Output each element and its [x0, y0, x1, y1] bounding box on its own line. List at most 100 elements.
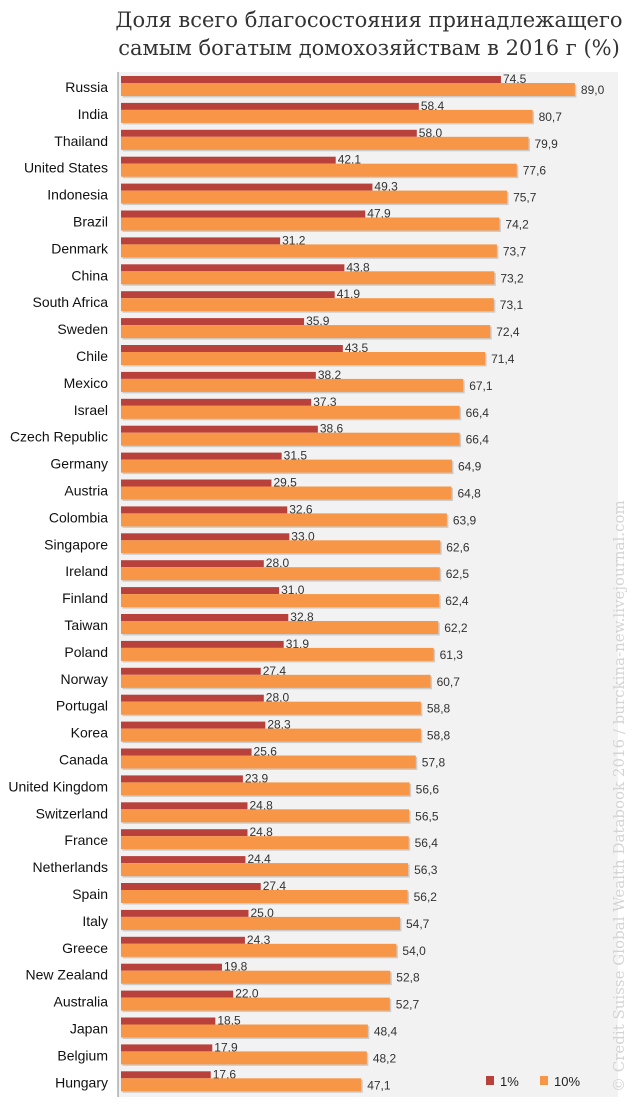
- value-label-top-1pct: 24,3: [247, 933, 271, 947]
- watermark-text: © Credit Suisse Global Wealth Databook 2…: [610, 500, 628, 1092]
- bar-top-1pct: [121, 909, 249, 917]
- bar-top-10pct: [121, 890, 408, 903]
- category-label: United States: [24, 160, 108, 176]
- value-label-top-10pct: 57,8: [422, 756, 446, 770]
- bar-top-1pct: [121, 640, 284, 648]
- value-label-top-1pct: 19,8: [224, 960, 248, 974]
- value-label-top-1pct: 41,9: [337, 287, 361, 301]
- bar-top-10pct: [121, 298, 494, 312]
- bar-top-1pct: [121, 560, 264, 568]
- value-label-top-10pct: 54,0: [402, 944, 426, 958]
- legend-swatch-1pct: [486, 1076, 494, 1085]
- category-label: Thailand: [54, 133, 108, 149]
- chart-title: Доля всего благосостояния принадлежащего…: [104, 6, 634, 62]
- bar-top-1pct: [121, 183, 373, 191]
- bar-top-10pct: [121, 809, 410, 823]
- bar-top-10pct: [121, 943, 397, 957]
- value-label-top-1pct: 25,0: [251, 906, 275, 920]
- value-label-top-1pct: 38,2: [318, 368, 342, 382]
- value-label-top-1pct: 32,6: [289, 502, 313, 516]
- category-label: France: [64, 832, 108, 848]
- value-label-top-10pct: 80,7: [539, 110, 563, 124]
- value-label-top-10pct: 67,1: [469, 379, 493, 393]
- bar-top-10pct: [121, 83, 575, 96]
- bar-top-1pct: [121, 721, 266, 729]
- value-label-top-10pct: 58,8: [427, 729, 451, 743]
- value-label-top-1pct: 25,6: [254, 745, 278, 759]
- category-label: United Kingdom: [8, 778, 108, 794]
- bar-top-10pct: [121, 782, 410, 796]
- value-label-top-10pct: 62,2: [444, 621, 468, 635]
- category-label: New Zealand: [26, 967, 109, 983]
- value-label-top-1pct: 28,0: [266, 556, 290, 570]
- category-label: Czech Republic: [10, 429, 108, 445]
- category-label: Switzerland: [36, 805, 108, 821]
- bar-top-10pct: [121, 728, 421, 742]
- category-label: Russia: [65, 79, 108, 95]
- bar-top-10pct: [121, 916, 400, 930]
- legend-swatch-10pct: [540, 1076, 548, 1085]
- value-label-top-10pct: 66,4: [466, 433, 490, 447]
- category-label: Poland: [64, 644, 108, 660]
- chart-title-line-1: Доля всего благосостояния принадлежащего: [115, 8, 623, 32]
- category-label: Taiwan: [64, 617, 108, 633]
- value-label-top-1pct: 58,4: [421, 99, 445, 113]
- bar-top-10pct: [121, 271, 495, 285]
- value-label-top-10pct: 77,6: [523, 164, 547, 178]
- bar-top-1pct: [121, 506, 288, 514]
- value-label-top-10pct: 73,7: [503, 244, 527, 258]
- category-label: Brazil: [73, 214, 108, 230]
- bar-top-10pct: [121, 863, 409, 877]
- value-label-top-10pct: 64,9: [458, 460, 482, 474]
- bar-top-1pct: [121, 291, 335, 299]
- value-label-top-10pct: 47,1: [367, 1078, 391, 1092]
- value-label-top-1pct: 42,1: [338, 153, 362, 167]
- bar-top-1pct: [121, 802, 248, 810]
- bar-top-10pct: [121, 163, 517, 177]
- bar-top-1pct: [121, 990, 234, 998]
- category-label: Denmark: [51, 240, 109, 256]
- value-label-top-1pct: 17,6: [213, 1067, 237, 1081]
- category-label: Italy: [82, 913, 108, 929]
- bar-top-10pct: [121, 1051, 367, 1065]
- bar-top-10pct: [121, 1078, 362, 1092]
- category-label: Singapore: [44, 536, 108, 552]
- bar-top-1pct: [121, 1044, 213, 1052]
- value-label-top-10pct: 75,7: [513, 191, 537, 205]
- value-label-top-1pct: 24,8: [249, 825, 273, 839]
- value-label-top-1pct: 37,3: [313, 395, 337, 409]
- value-label-top-1pct: 74,5: [503, 72, 527, 86]
- value-label-top-1pct: 24,4: [247, 852, 271, 866]
- bar-top-10pct: [121, 674, 431, 688]
- bar-top-1pct: [121, 775, 243, 783]
- bar-top-1pct: [121, 829, 248, 837]
- bar-top-10pct: [121, 325, 491, 339]
- value-label-top-10pct: 60,7: [437, 675, 461, 689]
- bar-top-1pct: [121, 748, 252, 756]
- bar-top-1pct: [121, 264, 345, 272]
- bar-top-10pct: [121, 432, 460, 446]
- value-label-top-1pct: 18,5: [217, 1014, 241, 1028]
- bar-top-10pct: [121, 701, 421, 715]
- bar-top-10pct: [121, 378, 464, 392]
- bar-top-1pct: [121, 883, 261, 890]
- bar-top-10pct: [121, 513, 447, 527]
- bar-top-1pct: [121, 963, 222, 971]
- bar-top-1pct: [121, 452, 282, 460]
- value-label-top-1pct: 31,0: [281, 583, 305, 597]
- value-label-top-1pct: 23,9: [245, 771, 269, 785]
- category-label: Austria: [64, 483, 108, 499]
- category-label: Colombia: [49, 509, 108, 525]
- bar-top-1pct: [121, 479, 272, 487]
- category-label: India: [78, 106, 109, 122]
- bar-top-10pct: [121, 970, 391, 984]
- bar-top-10pct: [121, 1024, 368, 1038]
- value-label-top-10pct: 58,8: [427, 702, 451, 716]
- category-label: Sweden: [57, 321, 108, 337]
- value-label-top-10pct: 56,4: [415, 836, 439, 850]
- category-label: China: [71, 267, 108, 283]
- value-label-top-10pct: 56,5: [415, 809, 439, 823]
- value-label-top-10pct: 62,6: [446, 540, 470, 554]
- bar-top-1pct: [121, 210, 366, 218]
- bar-top-1pct: [121, 1017, 216, 1025]
